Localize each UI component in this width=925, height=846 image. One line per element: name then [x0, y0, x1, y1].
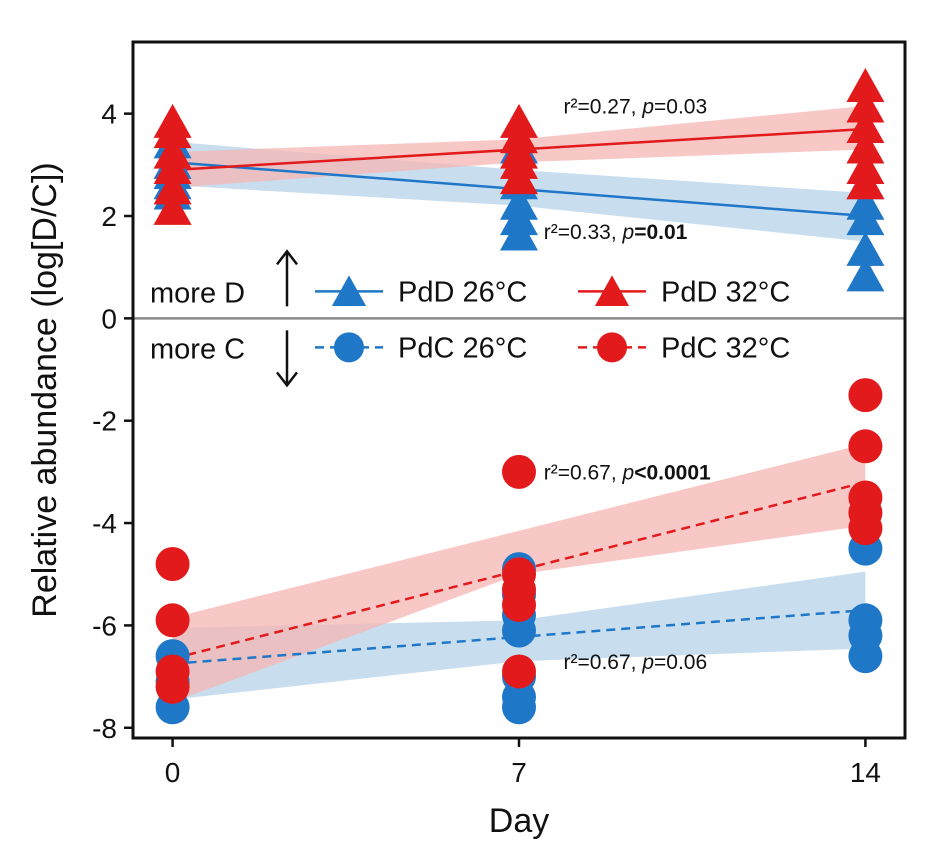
data-point-s1-5: [153, 190, 192, 225]
ann-d32-p-label: p: [641, 96, 654, 119]
data-point-s2-6: [502, 613, 536, 648]
data-point-s1-3: [153, 149, 192, 184]
data-point-s1-14: [846, 129, 885, 164]
data-point-s1-12: [846, 88, 885, 123]
arrow-up-head: [276, 249, 298, 266]
data-point-s3-13: [848, 511, 883, 546]
y-tick-label-5: -6: [92, 610, 117, 641]
ann-c26-r2: r²=0.67,: [564, 651, 643, 674]
ann-c32-r2: r²=0.67,: [544, 462, 623, 485]
more-d-label: more D: [150, 277, 245, 309]
y-tick-label-2: 0: [101, 303, 117, 334]
data-point-s3-9: [848, 378, 883, 413]
ann-c32-p-label: p: [622, 462, 635, 485]
legend-marker-0-0: [331, 275, 367, 306]
data-points: [153, 68, 885, 725]
data-point-s1-1: [153, 114, 192, 149]
y-tick-label-3: -2: [92, 406, 117, 437]
y-tick-label-4: -4: [92, 508, 117, 539]
ann-d32-r2: r²=0.27,: [564, 96, 643, 119]
data-point-s0-12: [846, 201, 885, 236]
data-point-s3-3: [155, 669, 190, 704]
y-tick-label-6: -8: [92, 713, 117, 744]
ann-d26-p-label: p: [622, 221, 635, 244]
data-point-s3-8: [502, 654, 536, 689]
data-point-s1-13: [846, 109, 885, 143]
more-c-label: more C: [150, 333, 245, 365]
legend-marker-1-0: [334, 332, 364, 363]
data-point-s1-4: [153, 170, 192, 205]
legend-marker-1-1: [597, 332, 627, 363]
ann-c26: r²=0.67, p=0.06: [564, 651, 708, 674]
data-point-s3-7: [502, 587, 536, 622]
legend: PdD 26°C PdD 32°C PdC 26°C PdC 32°C: [315, 275, 790, 364]
data-point-s0-14: [846, 257, 885, 292]
ann-d26: r²=0.33, p=0.01: [544, 221, 688, 244]
ann-c32-p-value: <0.0001: [634, 462, 711, 485]
direction-indicator: more D more C: [150, 249, 298, 388]
x-tick-label-0: 0: [165, 757, 181, 788]
x-axis-title: Day: [489, 802, 549, 840]
data-point-s2-9: [502, 690, 536, 725]
data-point-s3-0: [155, 547, 190, 581]
data-point-s3-10: [848, 429, 883, 464]
data-point-s1-16: [846, 165, 885, 200]
data-point-s1-10: [500, 160, 538, 195]
x-tick-label-1: 7: [511, 757, 527, 788]
ann-d26-p-value: =0.01: [634, 221, 687, 244]
y-tick-label-0: 4: [101, 99, 117, 130]
data-point-s0-9: [500, 216, 538, 251]
data-point-s0-13: [846, 231, 885, 266]
legend-label-0-0: PdD 26°C: [398, 276, 527, 308]
legend-label-0-1: PdD 32°C: [661, 276, 790, 308]
data-point-s2-13: [848, 639, 883, 674]
data-point-s3-1: [155, 603, 190, 638]
ann-d32: r²=0.27, p=0.03: [564, 96, 708, 119]
legend-marker-0-1: [594, 275, 630, 306]
y-axis-title: Relative abundance (log[D/C]): [26, 162, 64, 617]
ann-d32-p-value: =0.03: [654, 96, 707, 119]
legend-label-1-0: PdC 26°C: [398, 332, 527, 364]
y-tick-label-1: 2: [101, 201, 117, 232]
legend-label-1-1: PdC 32°C: [661, 332, 790, 364]
ann-c32: r²=0.67, p<0.0001: [544, 462, 711, 485]
axes: 0 7 14 4 2 0 -2 -4 -6 -8: [92, 99, 881, 788]
ann-d26-r2: r²=0.33,: [544, 221, 623, 244]
ann-c26-p-label: p: [641, 651, 654, 674]
data-point-s1-11: [846, 68, 885, 103]
ann-c26-p-value: =0.06: [654, 651, 707, 674]
data-point-s3-4: [502, 454, 536, 489]
x-tick-label-2: 14: [850, 757, 881, 788]
arrow-down-head: [276, 371, 298, 388]
